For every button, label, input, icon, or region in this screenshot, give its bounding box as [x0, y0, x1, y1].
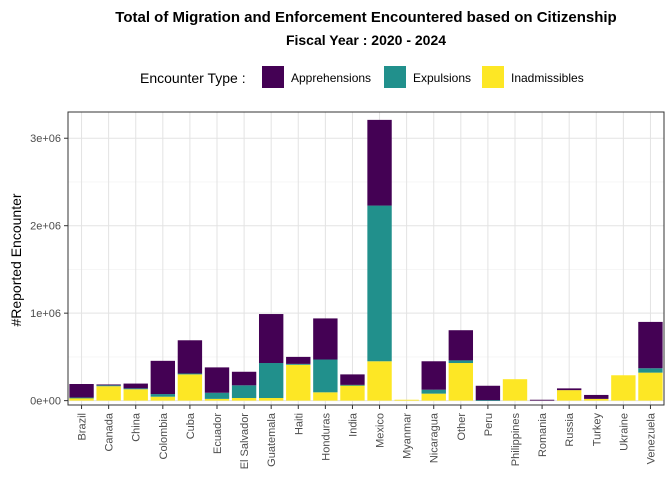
bar-expulsions-guatemala — [258, 363, 284, 399]
x-tick-label: Venezuela — [645, 412, 657, 464]
x-tick-label: Peru — [483, 413, 495, 436]
bar-inadmissibles-cuba — [177, 374, 203, 401]
bar-expulsions-colombia — [150, 394, 176, 397]
bar-apprehensions-guatemala — [258, 314, 284, 364]
bar-expulsions-china — [123, 388, 148, 390]
y-tick-label: 3e+06 — [30, 133, 61, 145]
bar-expulsions-el-salvador — [231, 385, 257, 399]
bars — [69, 119, 663, 401]
bar-apprehensions-peru — [475, 385, 501, 401]
x-tick-label: Guatemala — [266, 412, 278, 467]
y-tick-label: 2e+06 — [30, 221, 61, 233]
bar-expulsions-cuba — [177, 373, 203, 375]
bar-apprehensions-china — [123, 383, 148, 389]
bar-expulsions-honduras — [313, 359, 338, 393]
bar-apprehensions-canada — [96, 384, 121, 386]
x-tick-label: Ukraine — [618, 413, 630, 451]
bar-inadmissibles-mexico — [367, 361, 392, 401]
bar-expulsions-other — [448, 360, 474, 364]
bar-expulsions-nicaragua — [421, 389, 446, 394]
bar-inadmissibles-ukraine — [611, 375, 636, 401]
axes: 0e+00 1e+06 2e+06 3e+06 Brazil Canada China Col… — [30, 111, 665, 470]
x-tick-label: Other — [456, 413, 468, 441]
x-tick-label: Ecuador — [212, 413, 224, 454]
x-tick-label: China — [131, 412, 143, 442]
legend-label-apprehensions: Apprehensions — [291, 71, 371, 85]
bar-apprehensions-honduras — [313, 318, 338, 360]
bar-apprehensions-romania — [529, 399, 555, 401]
bar-expulsions-brazil — [69, 397, 94, 399]
bar-apprehensions-brazil — [69, 384, 94, 398]
x-tick-label: Myanmar — [402, 413, 414, 459]
bar-inadmissibles-myanmar — [394, 399, 419, 401]
bar-apprehensions-other — [448, 330, 474, 361]
bar-inadmissibles-turkey — [584, 398, 609, 401]
x-tick-label: Cuba — [185, 412, 197, 439]
plot-border — [67, 111, 665, 406]
bar-inadmissibles-other — [448, 363, 474, 401]
bar-inadmissibles-nicaragua — [421, 393, 446, 401]
bar-inadmissibles-venezuela — [638, 372, 663, 401]
legend-key-apprehensions — [262, 66, 284, 88]
legend-label-inadmissibles: Inadmissibles — [511, 71, 584, 85]
legend-label-expulsions: Expulsions — [413, 71, 471, 85]
bar-inadmissibles-china — [123, 389, 148, 401]
bar-expulsions-haiti — [286, 363, 311, 365]
bar-apprehensions-nicaragua — [421, 361, 446, 390]
y-tick-label: 0e+00 — [30, 396, 61, 408]
x-tick-label: Canada — [104, 412, 116, 451]
bar-expulsions-peru — [475, 400, 501, 401]
legend-title: Encounter Type : — [140, 70, 246, 86]
x-tick-label: Haiti — [293, 413, 305, 435]
x-tick-label: Colombia — [158, 412, 170, 459]
bar-apprehensions-haiti — [286, 356, 311, 364]
grid-lines — [68, 112, 664, 405]
bar-apprehensions-cuba — [177, 340, 203, 374]
bar-apprehensions-el-salvador — [231, 371, 257, 386]
bar-expulsions-canada — [96, 385, 121, 387]
bar-inadmissibles-guatemala — [258, 398, 284, 401]
bar-apprehensions-venezuela — [638, 321, 663, 369]
bar-inadmissibles-el-salvador — [231, 398, 257, 401]
bar-apprehensions-colombia — [150, 360, 176, 395]
legend: Encounter Type : Apprehensions Expulsions… — [140, 66, 584, 88]
x-tick-label: Brazil — [77, 413, 89, 441]
x-tick-label: Russia — [564, 412, 576, 447]
bar-inadmissibles-canada — [96, 386, 121, 401]
bar-inadmissibles-haiti — [286, 364, 311, 401]
bar-expulsions-ecuador — [204, 392, 230, 399]
bar-apprehensions-india — [340, 374, 365, 385]
bar-expulsions-mexico — [367, 205, 392, 362]
legend-key-expulsions — [384, 66, 406, 88]
bar-apprehensions-ecuador — [204, 367, 230, 393]
x-tick-label: Turkey — [591, 413, 603, 447]
bar-inadmissibles-india — [340, 385, 365, 401]
x-tick-label: El Salvador — [239, 413, 251, 470]
y-tick-label: 1e+06 — [30, 308, 61, 320]
legend-key-inadmissibles — [482, 66, 504, 88]
bar-inadmissibles-russia — [556, 390, 582, 401]
x-tick-label: Philippines — [510, 413, 522, 467]
chart-subtitle: Fiscal Year : 2020 - 2024 — [286, 32, 446, 48]
bar-inadmissibles-philippines — [502, 379, 528, 401]
bar-inadmissibles-honduras — [313, 392, 338, 401]
bar-inadmissibles-colombia — [150, 396, 176, 401]
x-tick-label: India — [347, 412, 359, 437]
bar-inadmissibles-ecuador — [204, 398, 230, 401]
bar-inadmissibles-brazil — [69, 398, 94, 401]
y-axis-label: #Reported Encounter — [8, 193, 24, 326]
x-tick-label: Romania — [537, 412, 549, 457]
x-tick-label: Nicaragua — [429, 412, 441, 463]
bar-expulsions-venezuela — [638, 368, 663, 373]
bar-expulsions-india — [340, 384, 365, 386]
bar-apprehensions-mexico — [367, 119, 392, 206]
bar-apprehensions-turkey — [584, 394, 609, 399]
chart-title: Total of Migration and Enforcement Encou… — [115, 9, 616, 26]
plot-panel — [68, 112, 664, 405]
x-tick-label: Honduras — [320, 413, 332, 461]
x-tick-label: Mexico — [375, 413, 387, 448]
bar-apprehensions-russia — [556, 388, 582, 391]
